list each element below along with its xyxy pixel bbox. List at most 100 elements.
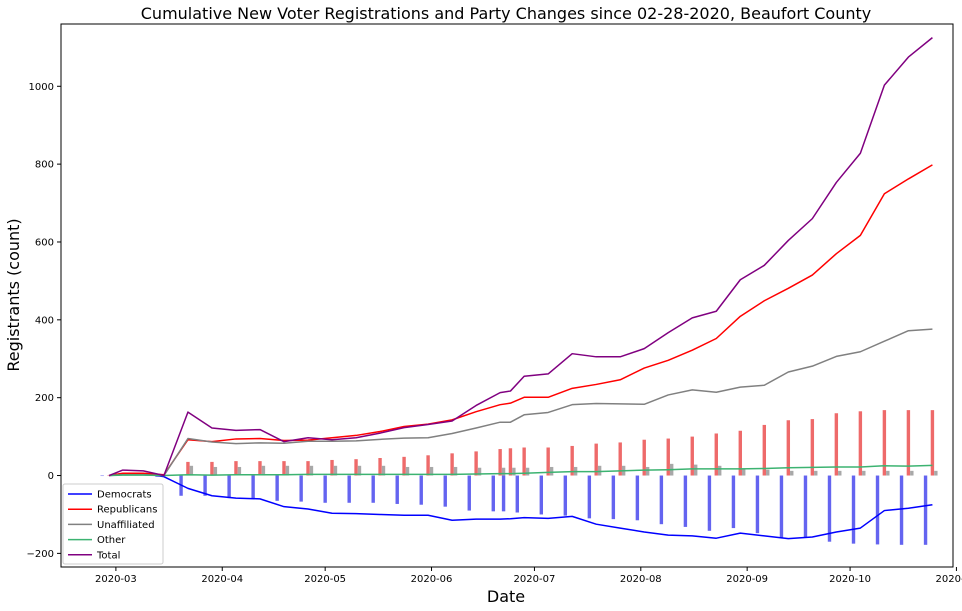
legend-label-total: Total xyxy=(96,550,120,561)
bar-democrats-26 xyxy=(683,475,688,527)
bar-republicans-24 xyxy=(642,439,646,476)
bar-republicans-8 xyxy=(282,461,286,476)
bar-democrats-21 xyxy=(563,475,568,516)
y-tick-label-5: 800 xyxy=(35,160,54,171)
bar-unaffiliated-34 xyxy=(886,470,890,476)
bar-republicans-35 xyxy=(906,410,911,476)
bar-republicans-10 xyxy=(330,459,334,476)
bar-republicans-21 xyxy=(570,445,574,476)
bar-unaffiliated-5 xyxy=(213,466,218,476)
bar-democrats-35 xyxy=(899,475,904,545)
series-line-democrats xyxy=(108,472,933,540)
legend-label-unaffiliated: Unaffiliated xyxy=(97,520,155,531)
bar-democrats-0 xyxy=(100,475,104,477)
bar-unaffiliated-26 xyxy=(693,464,698,476)
bar-republicans-11 xyxy=(354,459,358,476)
x-axis: 2020-03 2020-04 2020-05 2020-06 2020-07 2020-… xyxy=(95,567,962,585)
bar-democrats-36 xyxy=(923,475,928,545)
bar-republicans-4 xyxy=(186,461,190,476)
bar-republicans-6 xyxy=(234,461,238,476)
y-tick-label-3: 400 xyxy=(35,315,54,326)
y-axis-title: Registrants (count) xyxy=(4,218,23,371)
bar-unaffiliated-11 xyxy=(357,465,362,476)
bar-republicans-17 xyxy=(498,449,502,476)
bar-democrats-14 xyxy=(419,475,423,505)
bar-republicans-36 xyxy=(930,410,935,476)
bar-unaffiliated-16 xyxy=(477,467,482,476)
bar-unaffiliated-13 xyxy=(405,466,410,476)
bar-unaffiliated-9 xyxy=(309,465,314,476)
bar-republicans-0 xyxy=(107,475,111,477)
legend-label-democrats: Democrats xyxy=(97,490,152,501)
bar-democrats-34 xyxy=(875,475,880,545)
bar-democrats-18 xyxy=(501,475,506,512)
bar-democrats-22 xyxy=(587,475,592,519)
plot-frame xyxy=(60,23,954,568)
bar-unaffiliated-17 xyxy=(501,467,506,476)
lines-layer xyxy=(108,37,933,540)
x-tick-label-0: 2020-03 xyxy=(95,574,137,585)
bar-unaffiliated-12 xyxy=(381,465,386,476)
bar-republicans-5 xyxy=(210,461,214,476)
bar-unaffiliated-24 xyxy=(645,466,650,476)
bar-unaffiliated-10 xyxy=(333,465,338,476)
x-tick-label-5: 2020-08 xyxy=(620,574,662,585)
bar-democrats-8 xyxy=(275,475,279,501)
bar-republicans-13 xyxy=(402,456,406,476)
x-tick-label-2: 2020-05 xyxy=(304,574,346,585)
bar-democrats-31 xyxy=(803,475,808,538)
bar-republicans-18 xyxy=(508,448,513,476)
bar-unaffiliated-6 xyxy=(237,466,242,476)
bar-republicans-27 xyxy=(714,433,718,476)
bar-republicans-30 xyxy=(786,420,791,476)
chart-title: Cumulative New Voter Registrations and P… xyxy=(141,4,872,23)
bar-democrats-24 xyxy=(635,475,640,521)
series-line-other xyxy=(109,464,933,477)
bar-republicans-14 xyxy=(426,455,430,476)
x-tick-label-3: 2020-06 xyxy=(411,574,453,585)
bar-unaffiliated-31 xyxy=(814,470,818,476)
x-axis-title: Date xyxy=(487,587,525,606)
bar-democrats-29 xyxy=(755,475,760,534)
bar-unaffiliated-29 xyxy=(766,469,770,476)
bar-democrats-10 xyxy=(323,475,327,503)
bar-republicans-15 xyxy=(450,453,454,476)
bar-unaffiliated-7 xyxy=(261,465,266,476)
bar-unaffiliated-19 xyxy=(525,467,530,476)
bar-unaffiliated-4 xyxy=(189,465,194,476)
bar-unaffiliated-8 xyxy=(285,465,290,476)
bar-democrats-23 xyxy=(611,475,616,520)
bar-democrats-19 xyxy=(515,475,519,513)
x-tick-label-4: 2020-07 xyxy=(514,574,556,585)
bar-republicans-7 xyxy=(258,461,262,476)
bar-unaffiliated-35 xyxy=(910,470,914,476)
bar-republicans-25 xyxy=(666,438,670,476)
bar-democrats-5 xyxy=(203,475,207,496)
legend-label-other: Other xyxy=(97,535,126,546)
bar-democrats-25 xyxy=(659,475,664,525)
bar-democrats-11 xyxy=(347,475,351,503)
bar-democrats-20 xyxy=(539,475,544,515)
bars-layer xyxy=(100,410,938,545)
bar-democrats-27 xyxy=(707,475,712,531)
y-axis: −200 0 200 400 600 800 1000 xyxy=(27,82,61,560)
y-tick-label-2: 200 xyxy=(35,393,54,404)
bar-republicans-12 xyxy=(378,458,382,476)
bar-republicans-16 xyxy=(474,451,478,476)
legend-label-republicans: Republicans xyxy=(97,505,157,516)
legend-items: Democrats Republicans Unaffiliated Other Tot… xyxy=(68,490,157,561)
bar-republicans-32 xyxy=(834,413,839,476)
bar-democrats-9 xyxy=(299,475,303,502)
bar-republicans-23 xyxy=(618,442,622,476)
bar-democrats-7 xyxy=(251,475,255,499)
bar-republicans-19 xyxy=(522,447,526,476)
y-tick-label-1: 0 xyxy=(48,471,54,482)
bar-unaffiliated-18 xyxy=(512,467,516,476)
series-line-total xyxy=(108,37,933,477)
bar-unaffiliated-20 xyxy=(549,466,554,476)
bar-republicans-9 xyxy=(306,461,310,476)
bar-unaffiliated-32 xyxy=(838,470,842,476)
bar-democrats-16 xyxy=(467,475,471,511)
